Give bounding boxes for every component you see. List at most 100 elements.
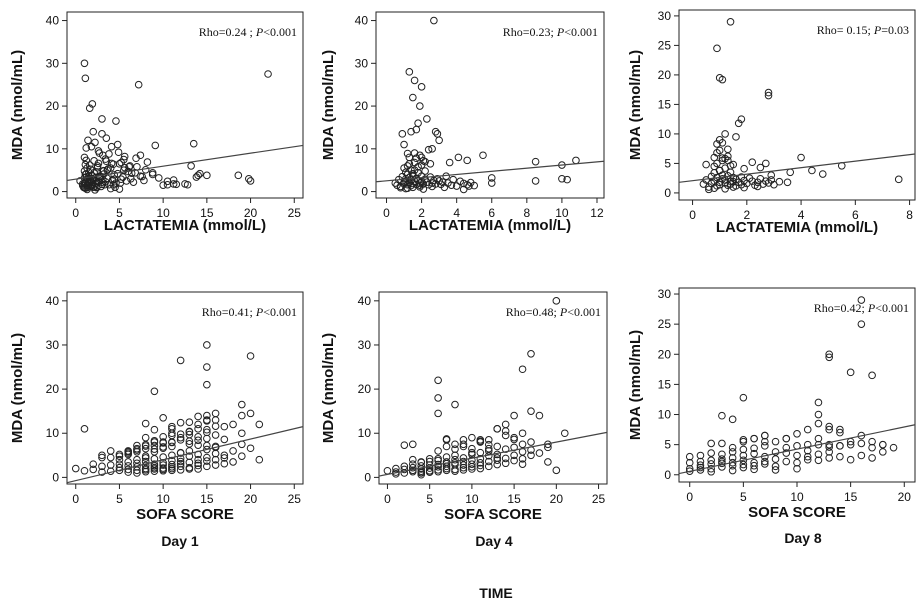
data-point-14 bbox=[718, 450, 726, 459]
data-point-63 bbox=[764, 88, 773, 97]
data-point-126 bbox=[185, 430, 194, 439]
data-point-80 bbox=[80, 59, 89, 68]
data-point-87 bbox=[194, 432, 202, 441]
data-point-103 bbox=[836, 428, 844, 437]
data-point-37 bbox=[451, 451, 459, 460]
data-point-57 bbox=[194, 465, 202, 473]
data-point-61 bbox=[203, 453, 211, 462]
data-point-84 bbox=[846, 368, 855, 377]
x-tick-label-2: 10 bbox=[156, 492, 170, 506]
data-point-110 bbox=[518, 365, 527, 374]
data-point-64 bbox=[211, 461, 220, 469]
panel-day4-lactatemia: 0 2 4 6 8 10 12 0 10 20 30 40 LACTATEMIA (mmol/L) MDA… bbox=[320, 11, 605, 234]
data-point-149 bbox=[98, 451, 106, 460]
data-point-112 bbox=[203, 425, 211, 434]
data-point-122 bbox=[150, 436, 159, 445]
day4-label: Day 4 bbox=[475, 533, 513, 549]
data-point-90 bbox=[531, 157, 540, 166]
x-tick-label-4: 20 bbox=[550, 492, 564, 506]
data-point-101 bbox=[451, 440, 459, 449]
data-point-102 bbox=[192, 173, 201, 181]
data-point-85 bbox=[445, 158, 454, 167]
y-axis-label: MDA (nmol/mL) bbox=[627, 50, 644, 160]
x-tick-label-0: 0 bbox=[72, 206, 79, 220]
data-point-89 bbox=[814, 434, 823, 443]
data-point-76 bbox=[434, 447, 442, 455]
y-tick-label-3: 30 bbox=[358, 338, 372, 352]
plot-frame bbox=[66, 11, 304, 199]
data-point-50 bbox=[825, 443, 833, 451]
data-point-145 bbox=[246, 352, 255, 360]
y-axis-label: MDA (nmol/mL) bbox=[9, 333, 26, 443]
data-point-40 bbox=[793, 451, 801, 460]
data-point-105 bbox=[141, 452, 150, 460]
data-point-18 bbox=[133, 455, 141, 464]
data-point-120 bbox=[425, 468, 434, 476]
plot-frame bbox=[678, 9, 916, 201]
data-point-71 bbox=[762, 159, 770, 168]
data-point-45 bbox=[176, 466, 185, 474]
data-point-86 bbox=[857, 296, 866, 304]
data-point-1 bbox=[80, 466, 89, 475]
data-point-69 bbox=[102, 134, 111, 142]
data-point-82 bbox=[89, 127, 98, 136]
data-point-57 bbox=[99, 166, 108, 175]
data-point-85 bbox=[818, 170, 827, 178]
data-point-73 bbox=[409, 93, 417, 102]
data-point-157 bbox=[168, 429, 176, 438]
data-point-136 bbox=[120, 166, 128, 175]
data-point-138 bbox=[203, 380, 211, 389]
data-point-61 bbox=[501, 454, 510, 463]
y-tick-label-2: 20 bbox=[358, 382, 372, 396]
data-point-56 bbox=[194, 455, 202, 464]
data-point-111 bbox=[194, 436, 202, 445]
data-point-84 bbox=[783, 178, 792, 187]
data-point-108 bbox=[510, 411, 518, 420]
panel-day4-sofa: 0 5 10 15 20 25 0 10 20 30 40 SOFA SCORE MDA (nmol/m… bbox=[320, 291, 608, 523]
data-point-131 bbox=[150, 387, 159, 396]
data-point-129 bbox=[211, 409, 220, 418]
data-point-105 bbox=[782, 434, 791, 443]
y-tick-label-2: 20 bbox=[46, 99, 60, 113]
data-point-59 bbox=[493, 460, 502, 469]
data-point-57 bbox=[734, 119, 743, 128]
data-point-88 bbox=[479, 151, 487, 160]
data-point-106 bbox=[493, 425, 502, 433]
data-point-72 bbox=[786, 168, 795, 177]
data-point-109 bbox=[176, 433, 185, 442]
y-tick-label-1: 5 bbox=[664, 438, 671, 452]
data-point-83 bbox=[493, 442, 502, 451]
data-point-70 bbox=[414, 119, 422, 127]
data-point-59 bbox=[879, 448, 887, 456]
regression-line bbox=[678, 153, 916, 183]
data-point-74 bbox=[718, 439, 726, 448]
data-point-4 bbox=[400, 465, 409, 474]
data-point-100 bbox=[428, 182, 436, 191]
data-point-67 bbox=[428, 145, 436, 153]
data-point-1 bbox=[685, 458, 694, 467]
x-tick-label-1: 5 bbox=[116, 492, 123, 506]
data-point-0 bbox=[71, 464, 80, 473]
data-point-29 bbox=[442, 453, 451, 461]
time-label: TIME bbox=[479, 585, 512, 601]
data-point-132 bbox=[176, 356, 185, 365]
data-point-73 bbox=[797, 153, 805, 162]
data-point-23 bbox=[416, 179, 424, 187]
data-point-139 bbox=[211, 416, 220, 424]
data-point-8 bbox=[115, 466, 124, 475]
data-point-89 bbox=[459, 436, 468, 444]
data-point-63 bbox=[131, 168, 139, 177]
data-point-49 bbox=[825, 454, 833, 462]
y-tick-label-2: 20 bbox=[355, 99, 369, 113]
y-tick-label-2: 20 bbox=[46, 382, 60, 396]
data-point-156 bbox=[159, 438, 167, 446]
data-point-11 bbox=[124, 468, 132, 476]
data-point-81 bbox=[740, 183, 748, 192]
data-point-116 bbox=[560, 429, 569, 438]
data-point-40 bbox=[459, 466, 468, 474]
data-point-70 bbox=[527, 451, 535, 460]
data-point-39 bbox=[438, 178, 447, 186]
data-point-48 bbox=[825, 448, 833, 456]
correlation-annotation: Rho=0.24 ; P<0.001 bbox=[199, 25, 297, 39]
data-point-132 bbox=[89, 175, 98, 183]
